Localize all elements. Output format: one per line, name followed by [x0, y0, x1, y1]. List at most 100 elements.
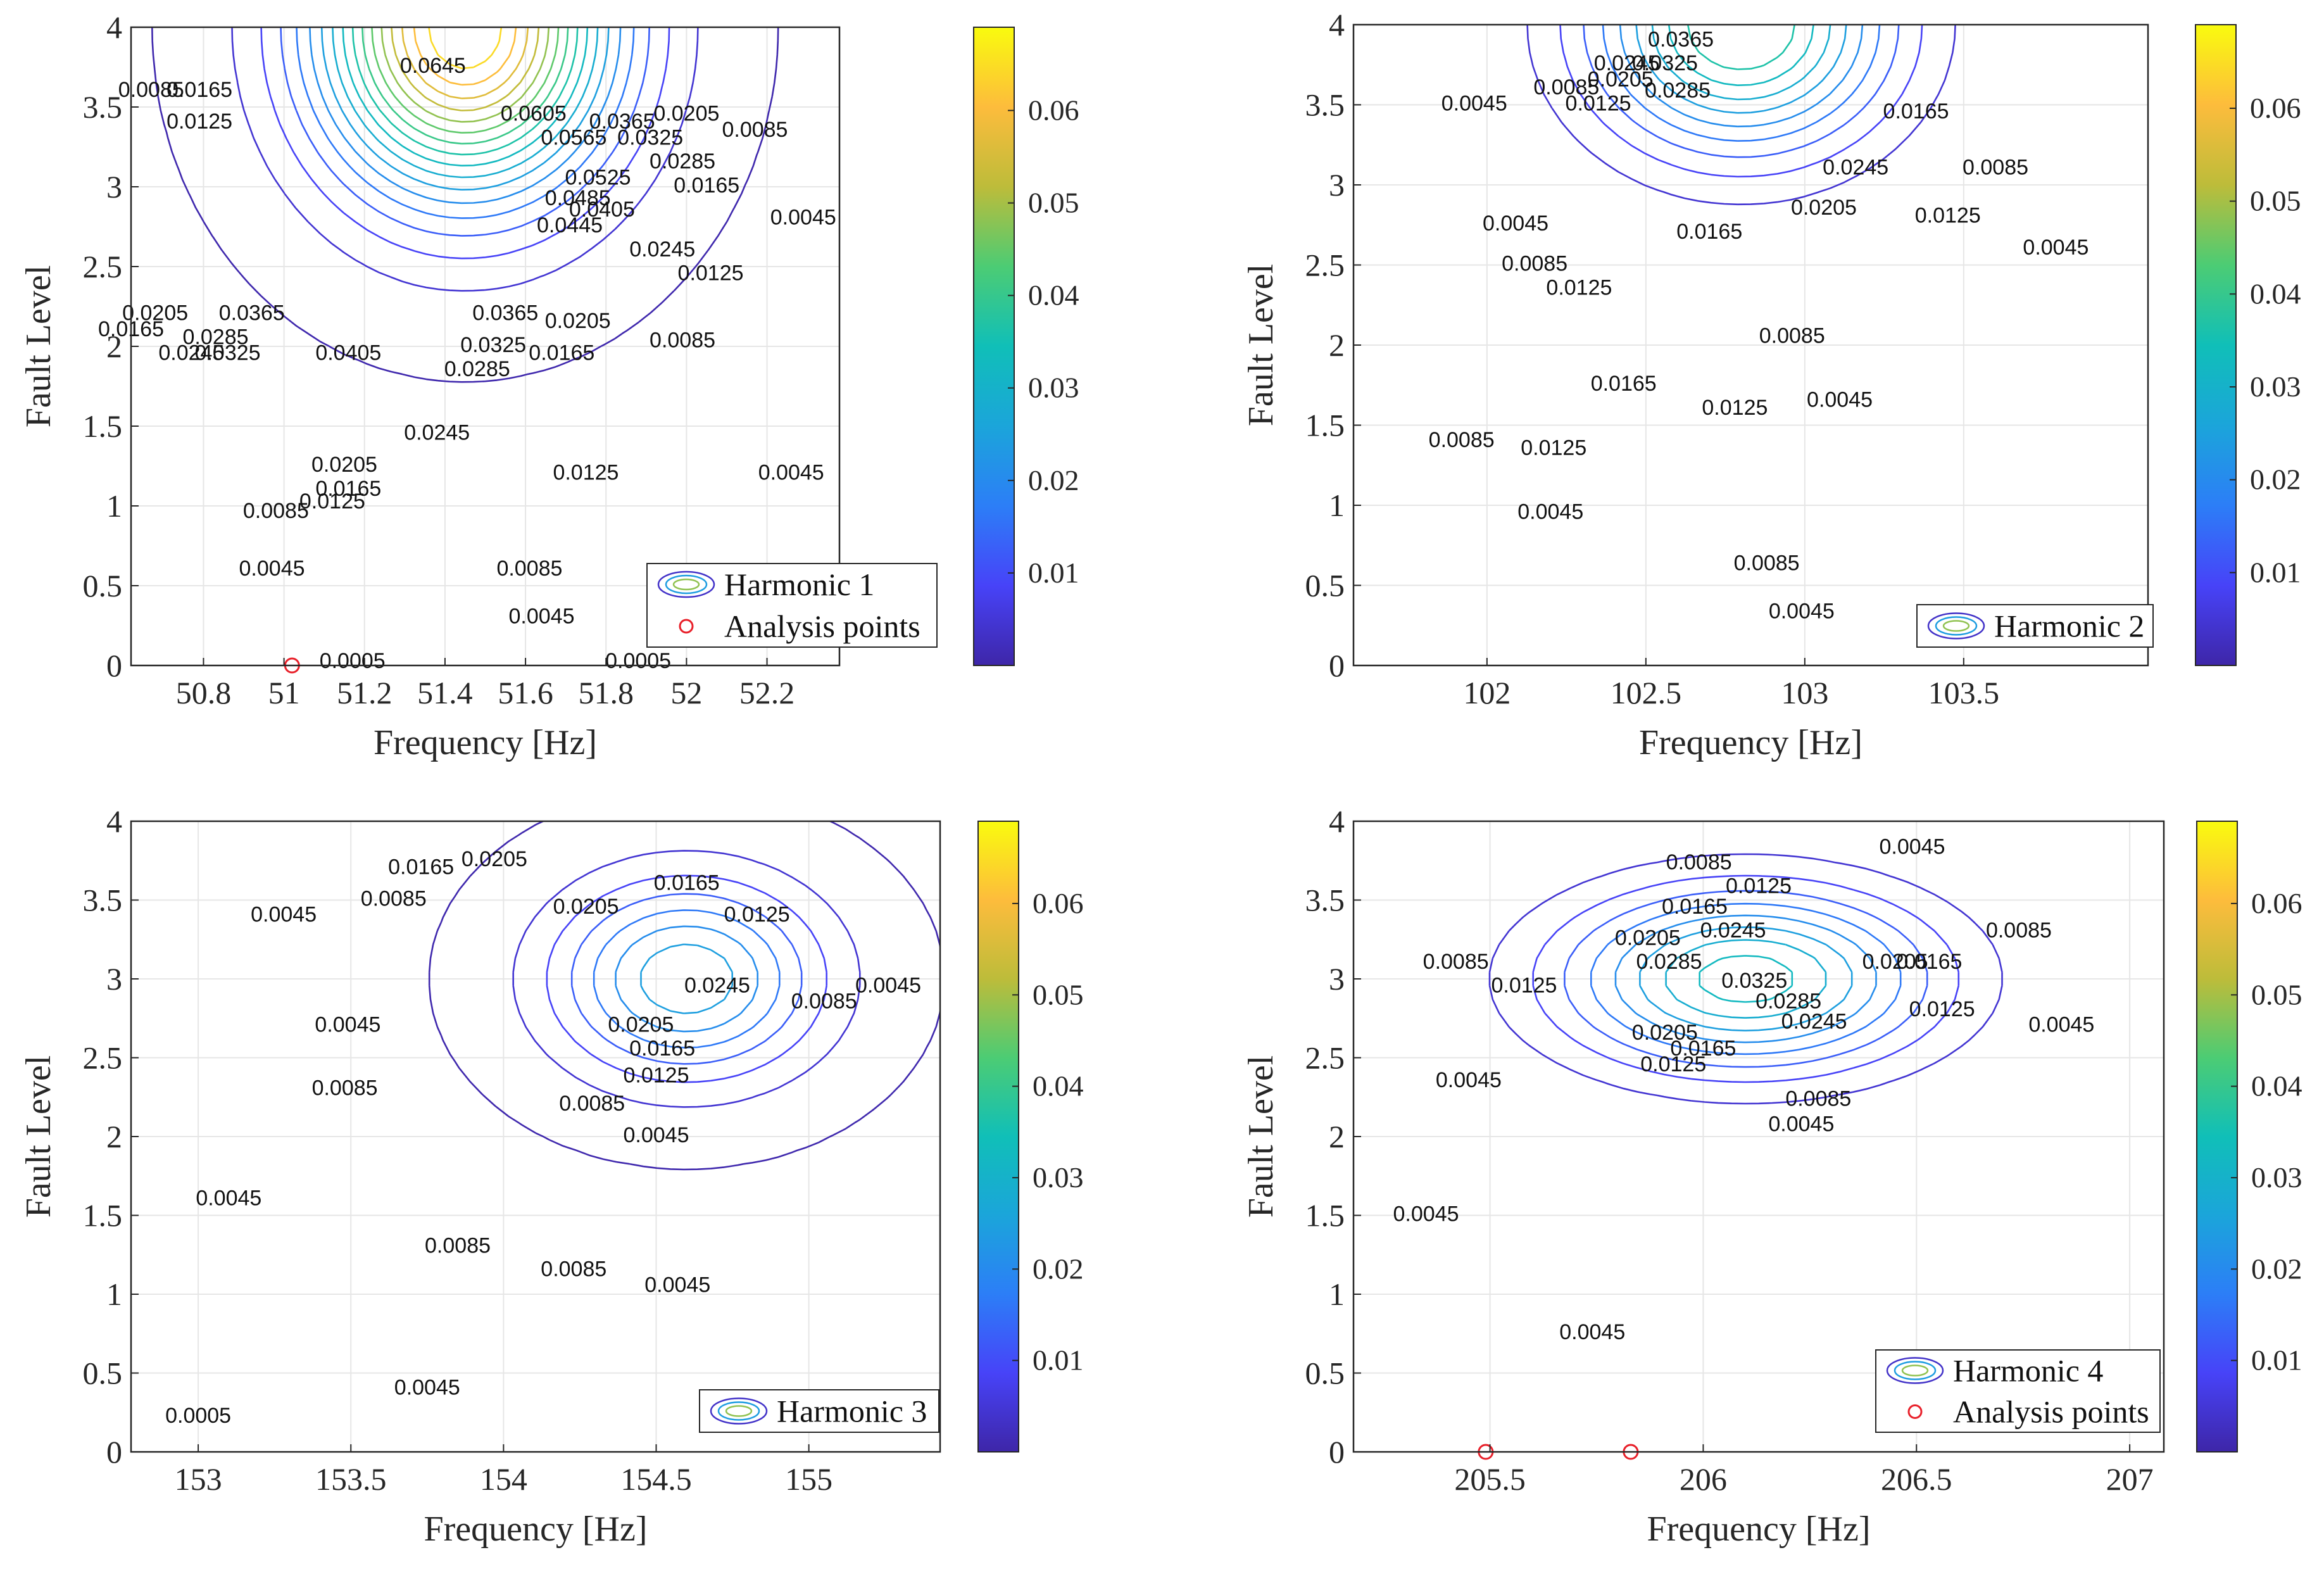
colorbar: 0.01 0.02 0.03 0.04 0.05 0.06 [2195, 24, 2301, 666]
x-tick-label: 50.8 [176, 675, 232, 710]
colorbar-tick-label: 0.03 [1028, 372, 1079, 404]
legend-entry: Harmonic 2 [1994, 608, 2144, 644]
contour-label: 0.0045 [315, 1013, 380, 1037]
y-axis-label: Fault Level [19, 265, 58, 428]
x-tick-label: 52 [670, 675, 702, 710]
contour-line-0.0325 [1699, 955, 1793, 1003]
contour-label: 0.0485 [545, 186, 611, 210]
contour-label: 0.0165 [1676, 220, 1742, 244]
contour-line-0.0565 [401, 27, 529, 99]
y-axis-label: Fault Level [19, 1056, 58, 1218]
y-tick-label: 3 [1329, 961, 1345, 997]
y-tick-label: 0.5 [1305, 568, 1345, 603]
colorbar-tick-label: 0.05 [2250, 185, 2301, 217]
contour-label: 0.0125 [1915, 204, 1981, 228]
y-tick-label: 0 [1329, 1434, 1345, 1470]
contour-label: 0.0045 [770, 205, 836, 229]
x-tick-label: 102.5 [1611, 675, 1682, 710]
y-tick-label: 1 [1329, 1276, 1345, 1312]
contour-lines [151, 27, 779, 383]
colorbar: 0.01 0.02 0.03 0.04 0.05 0.06 [973, 27, 1079, 666]
contour-label: 0.0125 [1566, 91, 1631, 115]
contour-label: 0.0245 [1700, 918, 1766, 942]
y-tick-label: 4 [1329, 7, 1345, 42]
contour-label: 0.0085 [425, 1233, 491, 1257]
contour-label: 0.0365 [589, 110, 655, 134]
colorbar-tick-label: 0.02 [2250, 463, 2301, 496]
contour-line-0.0005 [151, 27, 779, 383]
contour-label: 0.0085 [1759, 324, 1825, 348]
contour-label: 0.0365 [1648, 27, 1714, 51]
y-tick-label: 2 [106, 329, 122, 364]
contour-label: 0.0165 [629, 1037, 695, 1061]
legend-box [699, 1389, 939, 1433]
contour-label: 0.0045 [623, 1123, 689, 1147]
legend-box [1916, 604, 2154, 648]
contour-line-0.0085 [260, 27, 670, 260]
contour-label: 0.0045 [1483, 211, 1548, 236]
contour-label: 0.0405 [569, 198, 635, 222]
contour-label: 0.0005 [320, 649, 386, 673]
contour-label: 0.0125 [1491, 973, 1557, 997]
contour-line-0.0005 [428, 821, 940, 1171]
colorbar-tick-label: 0.03 [1033, 1161, 1084, 1194]
contour-line-0.0405 [361, 27, 569, 145]
legend: Harmonic 1 Analysis points [646, 563, 938, 648]
contour-label: 0.0085 [541, 1257, 606, 1282]
x-tick-label: 155 [785, 1461, 832, 1497]
contour-label: 0.0245 [1823, 156, 1888, 180]
colorbar-tick-label: 0.06 [1033, 887, 1084, 919]
y-axis-label: Fault Level [1241, 1056, 1281, 1218]
contour-label: 0.0165 [1670, 1037, 1736, 1061]
y-tick-label: 0 [106, 1434, 122, 1470]
contour-panel-4: 0.00450.00450.00450.00450.00450.00450.00… [1241, 803, 2302, 1549]
contour-label: 0.0325 [1632, 51, 1698, 75]
contour-label: 0.0045 [1442, 91, 1507, 115]
contour-label: 0.0565 [541, 125, 606, 149]
y-tick-label: 1 [106, 1276, 122, 1312]
contour-label: 0.0045 [196, 1187, 261, 1211]
contour-label: 0.0085 [1986, 918, 2052, 942]
contour-line-0.0245 [640, 943, 733, 1014]
y-tick-label: 4 [106, 9, 122, 45]
legend-box [646, 563, 938, 648]
contour-line-0.0245 [1639, 926, 1853, 1031]
contour-label: 0.0205 [1791, 196, 1857, 220]
contour-label: 0.0165 [674, 173, 739, 198]
contour-label: 0.0205 [462, 847, 527, 871]
x-tick-label: 154 [480, 1461, 527, 1497]
contour-lines [428, 821, 940, 1171]
contour-panel-2: 0.0045 0.0045 0.0045 0.0045 0.0045 0.0045 0.00… [1241, 7, 2301, 762]
contour-line-0.0165 [1590, 902, 1902, 1056]
contour-label: 0.0085 [1666, 850, 1732, 874]
contour-line-0.0365 [351, 27, 579, 156]
legend-entry: Analysis points [724, 608, 920, 644]
y-tick-label: 3 [1329, 167, 1345, 203]
contour-label: 0.0085 [496, 557, 562, 581]
contour-line-0.0045 [1526, 25, 1956, 206]
colorbar-tick-label: 0.06 [2250, 92, 2301, 124]
x-axis-label: Frequency [Hz] [1647, 1509, 1871, 1549]
contour-line-0.0125 [280, 27, 650, 237]
contour-label: 0.0365 [472, 301, 538, 325]
colorbar-tick-label: 0.02 [2251, 1252, 2302, 1285]
contour-label: 0.0005 [165, 1404, 231, 1428]
colorbar-tick-label: 0.06 [1028, 94, 1079, 126]
colorbar-tick-label: 0.04 [1028, 279, 1079, 312]
contour-label: 0.0365 [219, 301, 285, 325]
contour-label: 0.0085 [312, 1076, 378, 1100]
x-tick-label: 207 [2106, 1461, 2154, 1497]
contour-line-0.0325 [342, 27, 589, 167]
contour-label: 0.0045 [1807, 388, 1873, 412]
contour-label: 0.0245 [404, 421, 470, 445]
contour-label: 0.0285 [444, 357, 510, 381]
contour-label: 0.0645 [400, 54, 466, 78]
colorbar-tick-label: 0.01 [2251, 1344, 2302, 1377]
contour-label: 0.0085 [559, 1092, 625, 1116]
contour-line-0.0045 [1488, 853, 2003, 1105]
y-tick-label: 2.5 [1305, 248, 1345, 283]
contour-label: 0.0085 [361, 886, 427, 911]
contour-label: 0.0165 [1591, 372, 1657, 396]
contour-line-0.0165 [1602, 25, 1881, 142]
contour-label: 0.0245 [684, 973, 750, 997]
